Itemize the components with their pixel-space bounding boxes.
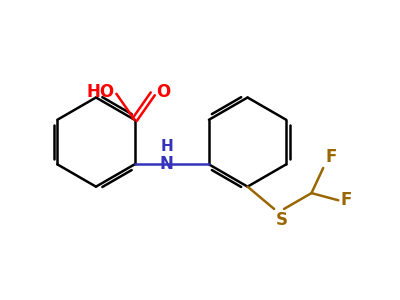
Text: N: N	[160, 155, 174, 173]
Text: F: F	[325, 148, 336, 166]
Text: F: F	[340, 191, 352, 209]
Text: S: S	[276, 211, 288, 229]
Text: HO: HO	[87, 83, 115, 101]
Text: O: O	[156, 83, 170, 101]
Text: H: H	[160, 140, 173, 154]
